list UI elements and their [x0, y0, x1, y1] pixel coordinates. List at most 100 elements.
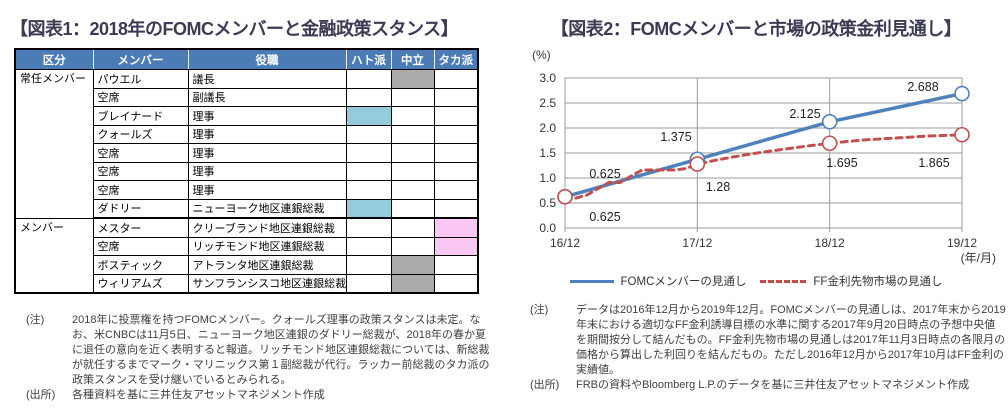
member-cell: 空席	[92, 180, 189, 200]
table-row: 空席 理事	[15, 143, 479, 163]
source-row: (出所) 各種資料を基に三井住友アセットマネジメント作成	[26, 388, 502, 403]
role-cell: 理事	[187, 161, 347, 181]
stance-cell-dove	[345, 161, 392, 181]
stance-cell-dove	[345, 236, 392, 256]
note-text: データは2016年12月から2019年12月。FOMCメンバーの見通しは、201…	[576, 304, 1006, 376]
svg-text:1.5: 1.5	[539, 146, 556, 160]
header-dove: ハト派	[345, 48, 392, 70]
role-cell: サンフランシスコ地区連銀総裁	[187, 273, 347, 294]
stance-cell-hawk	[433, 161, 479, 181]
stance-cell-dove	[345, 217, 392, 238]
member-cell: ダドリー	[92, 198, 189, 219]
x-axis-unit-label: (年/月)	[961, 251, 996, 265]
source-label: (出所)	[26, 389, 56, 401]
stance-cell-hawk	[433, 255, 479, 275]
svg-text:0.5: 0.5	[539, 196, 556, 210]
source-text: 各種資料を基に三井住友アセットマネジメント作成	[72, 389, 325, 401]
data-label-fomc-1912: 2.688	[907, 80, 938, 94]
y-axis-unit-label: (%)	[532, 48, 551, 62]
source-row: (出所) FRBの資料やBloomberg L.P.のデータを基に三井住友アセッ…	[530, 378, 1008, 393]
data-label-ff-1912: 1.865	[918, 156, 949, 170]
stance-cell-hawk	[433, 236, 479, 256]
stance-cell-neutral	[390, 124, 435, 144]
role-cell: 理事	[187, 124, 347, 144]
stance-cell-hawk	[433, 217, 479, 238]
header-hawk: タカ派	[433, 48, 479, 70]
svg-text:18/12: 18/12	[815, 236, 845, 250]
figure1-title: 【図表1：2018年のFOMCメンバーと金融政策スタンス】	[10, 19, 459, 39]
group-cell-member: メンバー	[14, 217, 94, 294]
svg-text:19/12: 19/12	[947, 236, 977, 250]
group-cell-permanent: 常任メンバー	[14, 69, 94, 219]
note-text: 2018年に投票権を持つFOMCメンバー。クォールズ理事の政策スタンスは未定。な…	[72, 314, 490, 386]
stance-cell-dove	[345, 124, 392, 144]
stance-cell-neutral	[390, 161, 435, 181]
stance-cell-neutral	[390, 273, 435, 294]
stance-cell-neutral	[390, 106, 435, 126]
stance-cell-dove	[345, 143, 392, 163]
legend-label-ff-futures: FF金利先物市場の見通し	[813, 276, 943, 288]
member-cell: 空席	[92, 87, 189, 107]
table-row: 空席 理事	[15, 161, 479, 181]
table-row: クォールズ 理事	[15, 124, 479, 144]
policy-rate-line-chart: 0.0 0.5 1.0 1.5 2.0 2.5 3.0 16/12 17/12 18/12 19/1…	[532, 48, 996, 265]
stance-cell-dove	[345, 273, 392, 294]
table-row: ブレイナード 理事	[15, 106, 479, 126]
role-cell: 副議長	[187, 87, 347, 107]
data-label-ff-1612: 0.625	[589, 210, 620, 224]
svg-text:1.0: 1.0	[539, 171, 556, 185]
figure1-panel: 【図表1：2018年のFOMCメンバーと金融政策スタンス】 区分 メンバー 役職…	[8, 0, 502, 403]
member-cell: ボスティック	[92, 255, 189, 275]
note-label: (注)	[26, 314, 45, 326]
data-label-ff-1712: 1.28	[706, 180, 730, 194]
role-cell: クリーブランド地区連銀総裁	[187, 217, 347, 238]
figure2-panel: 【図表2：FOMCメンバーと市場の政策金利見通し】 0.0 0.5 1.0 1.5 2.…	[504, 0, 1008, 393]
stance-cell-neutral	[390, 198, 435, 219]
data-label-fomc-1812: 2.125	[789, 107, 820, 121]
header-role: 役職	[187, 48, 347, 70]
member-cell: メスター	[92, 217, 189, 238]
stance-cell-dove	[345, 69, 392, 89]
source-text: FRBの資料やBloomberg L.P.のデータを基に三井住友アセットマネジメ…	[576, 379, 970, 391]
role-cell: 理事	[187, 106, 347, 126]
note-row: (注) 2018年に投票権を持つFOMCメンバー。クォールズ理事の政策スタンスは…	[26, 313, 502, 388]
role-cell: リッチモンド地区連銀総裁	[187, 236, 347, 256]
stance-cell-hawk	[433, 87, 479, 107]
header-category: 区分	[14, 48, 94, 70]
stance-cell-hawk	[433, 106, 479, 126]
note-label: (注)	[530, 304, 549, 316]
figure2-notes: (注) データは2016年12月から2019年12月。FOMCメンバーの見通しは…	[504, 303, 1008, 393]
table-row: メンバー メスター クリーブランド地区連銀総裁	[14, 217, 479, 294]
stance-cell-hawk	[433, 69, 479, 89]
stance-cell-hawk	[433, 273, 479, 294]
role-cell: 理事	[187, 180, 347, 200]
stance-cell-neutral	[390, 217, 435, 238]
svg-text:17/12: 17/12	[682, 236, 712, 250]
legend-item-fomc: FOMCメンバーの見通し	[569, 273, 746, 289]
stance-cell-hawk	[433, 143, 479, 163]
stance-cell-hawk	[433, 124, 479, 144]
legend-item-ff-futures: FF金利先物市場の見通し	[760, 273, 942, 289]
svg-text:2.5: 2.5	[539, 96, 556, 110]
table-row: 空席 リッチモンド地区連銀総裁	[15, 236, 479, 256]
chart-legend: FOMCメンバーの見通し FF金利先物市場の見通し	[504, 273, 1008, 289]
member-cell: ウィリアムズ	[92, 273, 189, 294]
figure2-title: 【図表2：FOMCメンバーと市場の政策金利見通し】	[550, 19, 962, 39]
member-cell: 空席	[92, 161, 189, 181]
role-cell: アトランタ地区連銀総裁	[187, 255, 347, 275]
table-row: 常任メンバー パウエル 議長	[14, 69, 479, 219]
role-cell: 理事	[187, 143, 347, 163]
figure1-notes: (注) 2018年に投票権を持つFOMCメンバー。クォールズ理事の政策スタンスは…	[8, 313, 502, 403]
stance-cell-neutral	[390, 255, 435, 275]
table-row: ダドリー ニューヨーク地区連銀総裁	[15, 198, 479, 219]
stance-cell-neutral	[390, 69, 435, 89]
member-cell: クォールズ	[92, 124, 189, 144]
table-header-row: 区分 メンバー 役職 ハト派 中立 タカ派	[14, 48, 479, 70]
data-label-fomc-1712: 1.375	[660, 130, 691, 144]
member-cell: 空席	[92, 236, 189, 256]
role-cell: 議長	[187, 69, 347, 89]
chart-gridlines: 0.0 0.5 1.0 1.5 2.0 2.5 3.0 16/12 17/12 18/12 19/1…	[539, 71, 977, 250]
stance-cell-dove	[345, 106, 392, 126]
data-label-ff-1812: 1.695	[826, 156, 857, 170]
stance-cell-neutral	[390, 143, 435, 163]
